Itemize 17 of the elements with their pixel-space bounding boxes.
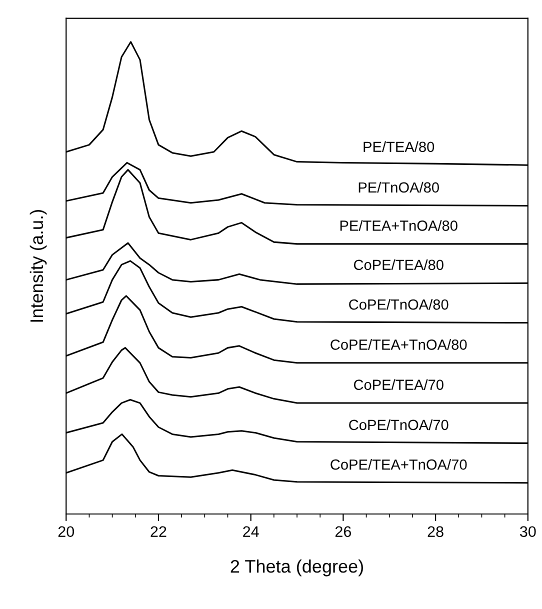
x-tick-label: 22: [150, 526, 166, 537]
series-label: CoPE/TnOA/70: [349, 419, 448, 430]
x-axis-title: 2 Theta (degree): [230, 559, 363, 576]
series-label: CoPE/TnOA/80: [349, 298, 448, 310]
series-label: CoPE/TEA/80: [354, 259, 444, 270]
x-tick-label: 28: [428, 526, 444, 538]
x-tick-label: 30: [520, 526, 536, 538]
series-label: PE/TEA/80: [364, 141, 434, 152]
x-tick-label: 20: [58, 526, 74, 538]
series-label: CoPE/TEA+TnOA/70: [330, 459, 467, 470]
y-axis-title: Intensity (a.u.): [30, 210, 47, 322]
series-label: PE/TnOA/80: [358, 182, 439, 193]
series-label: CoPE/TEA+TnOA/80: [330, 339, 467, 350]
series-label: CoPE/TEA/70: [354, 379, 444, 390]
x-tick-label: 24: [243, 526, 259, 537]
series-label: PE/TEA+TnOA/80: [340, 220, 458, 231]
x-tick-label: 26: [335, 526, 352, 538]
